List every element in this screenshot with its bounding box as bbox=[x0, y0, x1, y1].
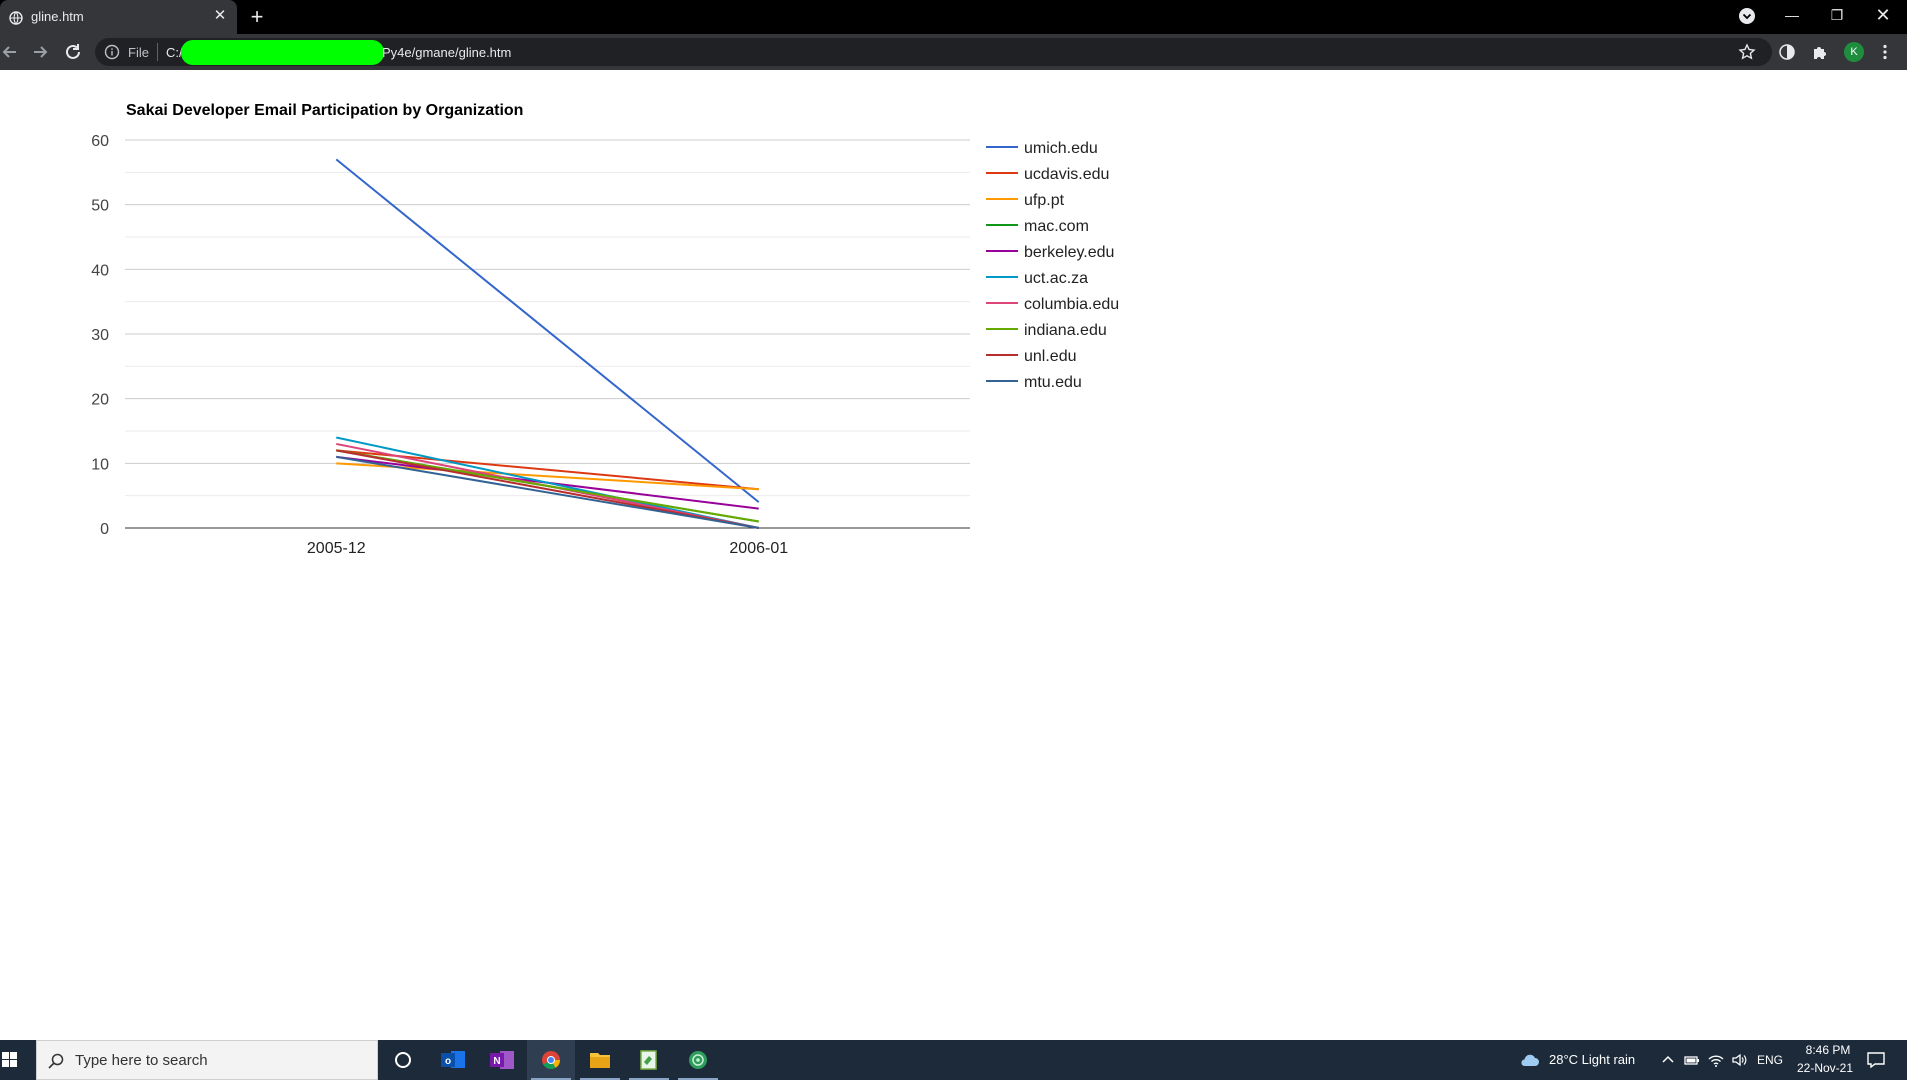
running-indicator bbox=[629, 1078, 669, 1080]
weather-text[interactable]: 28°C Light rain bbox=[1549, 1052, 1636, 1067]
y-tick-label: 30 bbox=[91, 327, 109, 344]
taskbar: Type here to search o N bbox=[0, 1040, 1907, 1080]
series-line-ufp-pt[interactable] bbox=[336, 462, 759, 491]
taskbar-chrome-button[interactable] bbox=[527, 1040, 575, 1080]
legend-label[interactable]: mac.com bbox=[1024, 218, 1089, 235]
y-tick-label: 50 bbox=[91, 198, 109, 215]
windows-start-icon[interactable] bbox=[0, 1040, 36, 1080]
tab-gline[interactable]: gline.htm ✕ bbox=[0, 0, 237, 34]
url-suffix: Py4e/gmane/gline.htm bbox=[382, 45, 512, 60]
series-lines bbox=[335, 158, 760, 529]
y-tick-label: 10 bbox=[91, 456, 109, 473]
svg-text:o: o bbox=[445, 1056, 451, 1067]
series-line-uct-ac-za[interactable] bbox=[336, 436, 759, 529]
globe-icon bbox=[9, 11, 23, 25]
avatar[interactable]: K bbox=[1844, 42, 1864, 62]
back-arrow-icon[interactable] bbox=[0, 40, 22, 64]
clock-time[interactable]: 8:46 PM bbox=[1805, 1043, 1851, 1057]
window-close-button[interactable]: ✕ bbox=[1875, 5, 1891, 25]
star-icon[interactable] bbox=[1738, 43, 1756, 61]
minimize-button[interactable]: — bbox=[1785, 7, 1799, 23]
y-tick-label: 40 bbox=[91, 262, 109, 279]
clock-date[interactable]: 22-Nov-21 bbox=[1796, 1061, 1854, 1075]
x-tick-label: 2005-12 bbox=[307, 540, 366, 557]
series-line-unl-edu[interactable] bbox=[336, 449, 759, 529]
svg-text:N: N bbox=[493, 1056, 500, 1067]
kebab-menu-icon[interactable] bbox=[1876, 43, 1894, 61]
y-tick-label: 20 bbox=[91, 392, 109, 409]
url-prefix: C:/ bbox=[166, 45, 183, 60]
series-line-mtu-edu[interactable] bbox=[336, 455, 759, 529]
info-icon[interactable] bbox=[104, 44, 120, 60]
url-separator bbox=[157, 43, 158, 61]
series-line-ucdavis-edu[interactable] bbox=[336, 449, 759, 491]
y-tick-label: 60 bbox=[91, 133, 109, 150]
file-explorer-icon bbox=[590, 1053, 610, 1068]
legend-label[interactable]: ucdavis.edu bbox=[1024, 166, 1109, 183]
url-redaction bbox=[181, 40, 384, 65]
notepad-icon bbox=[640, 1050, 657, 1070]
x-axis-ticks: 2005-12 2006-01 bbox=[307, 540, 788, 557]
legend-label[interactable]: ufp.pt bbox=[1024, 192, 1065, 209]
taskbar-search-input[interactable]: Type here to search bbox=[36, 1040, 378, 1080]
cortana-icon[interactable] bbox=[379, 1040, 427, 1080]
legend-label[interactable]: columbia.edu bbox=[1024, 296, 1119, 313]
tab-strip: gline.htm ✕ + — ❐ ✕ bbox=[0, 0, 1907, 34]
weather-cloud-icon[interactable] bbox=[1518, 1051, 1540, 1069]
taskbar-python-button[interactable] bbox=[674, 1040, 722, 1080]
chevron-up-icon[interactable] bbox=[1659, 1051, 1677, 1069]
series-line-umich-edu[interactable] bbox=[335, 158, 760, 503]
legend-label[interactable]: berkeley.edu bbox=[1024, 244, 1114, 261]
legend-label[interactable]: mtu.edu bbox=[1024, 374, 1082, 391]
speaker-icon[interactable] bbox=[1730, 1051, 1748, 1069]
new-tab-button[interactable]: + bbox=[250, 4, 264, 29]
gridlines bbox=[125, 139, 970, 529]
line-chart: Sakai Developer Email Participation by O… bbox=[91, 102, 1119, 557]
tab-search-icon[interactable] bbox=[1738, 7, 1756, 25]
y-tick-label: 0 bbox=[100, 521, 109, 538]
wifi-icon[interactable] bbox=[1707, 1051, 1725, 1069]
puzzle-icon[interactable] bbox=[1811, 43, 1829, 61]
search-icon bbox=[48, 1053, 64, 1069]
y-axis-ticks: 0 10 20 30 40 50 60 bbox=[91, 133, 109, 538]
chrome-icon bbox=[542, 1051, 560, 1070]
outlook-icon[interactable]: o bbox=[429, 1040, 477, 1080]
reload-icon[interactable] bbox=[61, 40, 85, 64]
battery-icon[interactable] bbox=[1683, 1051, 1701, 1069]
restore-button[interactable]: ❐ bbox=[1830, 7, 1844, 23]
search-placeholder: Type here to search bbox=[75, 1052, 208, 1069]
taskbar-explorer-button[interactable] bbox=[576, 1040, 624, 1080]
legend-label[interactable]: umich.edu bbox=[1024, 140, 1098, 157]
close-icon[interactable]: ✕ bbox=[213, 7, 227, 24]
active-indicator bbox=[531, 1078, 571, 1080]
python-icon bbox=[689, 1051, 707, 1069]
url-scheme-label: File bbox=[128, 45, 149, 60]
onenote-icon[interactable]: N bbox=[478, 1040, 526, 1080]
legend-label[interactable]: indiana.edu bbox=[1024, 322, 1107, 339]
legend-label[interactable]: uct.ac.za bbox=[1024, 270, 1088, 287]
page-content: Sakai Developer Email Participation by O… bbox=[0, 70, 1907, 1040]
running-indicator bbox=[580, 1078, 620, 1080]
forward-arrow-icon[interactable] bbox=[28, 40, 52, 64]
running-indicator bbox=[678, 1078, 718, 1080]
tab-title: gline.htm bbox=[31, 9, 84, 24]
language-indicator[interactable]: ENG bbox=[1757, 1053, 1784, 1067]
contrast-icon[interactable] bbox=[1778, 43, 1796, 61]
chart-title: Sakai Developer Email Participation by O… bbox=[126, 102, 523, 119]
series-line-indiana-edu[interactable] bbox=[336, 449, 759, 523]
x-tick-label: 2006-01 bbox=[729, 540, 788, 557]
notification-icon[interactable] bbox=[1866, 1051, 1886, 1069]
legend: umich.edu ucdavis.edu ufp.pt mac.com berkele… bbox=[986, 140, 1119, 391]
taskbar-notepad-button[interactable] bbox=[625, 1040, 673, 1080]
legend-label[interactable]: unl.edu bbox=[1024, 348, 1077, 365]
